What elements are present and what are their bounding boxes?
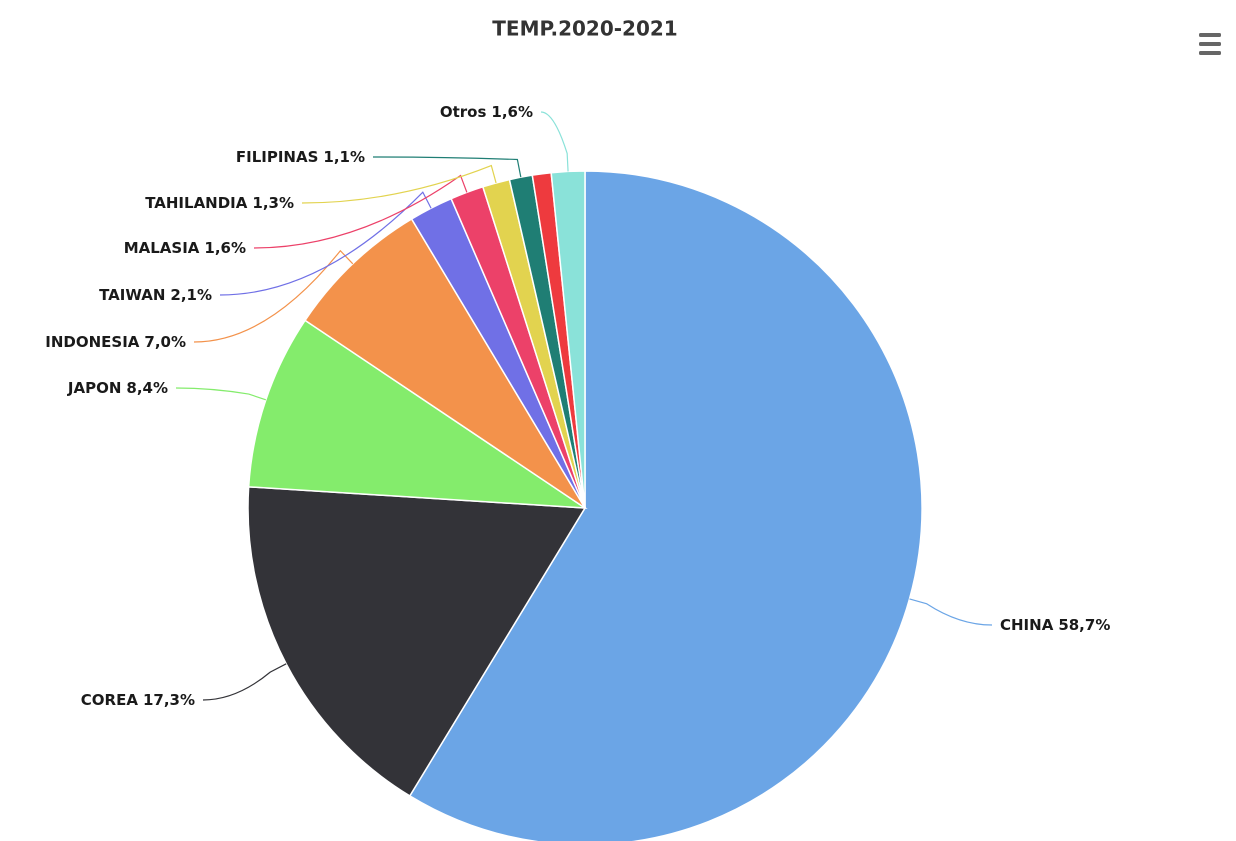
data-label: INDONESIA 7,0% (45, 333, 186, 351)
data-label: FILIPINAS 1,1% (236, 148, 365, 166)
connector (909, 598, 993, 626)
data-label: MALASIA 1,6% (124, 239, 246, 257)
pie-slice (247, 486, 587, 797)
connector (372, 156, 522, 178)
connector (202, 663, 287, 701)
category-label: JAPON (67, 379, 122, 397)
pie-slice (304, 217, 586, 509)
data-label: TAHILANDIA 1,3% (145, 194, 294, 212)
data-label: JAPON 8,4% (67, 379, 168, 397)
data-label: COREA 17,3% (81, 691, 195, 709)
category-label: TAIWAN (99, 286, 165, 304)
connector (193, 249, 354, 343)
menu-bar (1199, 33, 1221, 37)
data-label: CHINA 58,7% (1000, 616, 1110, 634)
value-label: 1,6% (204, 239, 246, 257)
value-label: 1,1% (323, 148, 365, 166)
category-label: TAHILANDIA (145, 194, 248, 212)
category-label: MALASIA (124, 239, 200, 257)
category-label: CHINA (1000, 616, 1054, 634)
connector (301, 164, 497, 204)
connector (540, 111, 569, 172)
value-label: 1,6% (491, 103, 533, 121)
menu-bar (1199, 51, 1221, 55)
data-label: Otros 1,6% (440, 103, 533, 121)
data-label: TAIWAN 2,1% (99, 286, 212, 304)
value-label: 2,1% (170, 286, 212, 304)
chart-title: TEMP.2020-2021 (492, 17, 677, 41)
category-label: Otros (440, 103, 487, 121)
value-label: 58,7% (1058, 616, 1110, 634)
value-label: 17,3% (143, 691, 195, 709)
category-label: COREA (81, 691, 139, 709)
value-label: 8,4% (126, 379, 168, 397)
connector (219, 191, 432, 296)
connector (175, 387, 267, 401)
value-label: 7,0% (144, 333, 186, 351)
menu-button[interactable] (1196, 28, 1224, 62)
category-label: FILIPINAS (236, 148, 319, 166)
menu-bar (1199, 42, 1221, 46)
value-label: 1,3% (252, 194, 294, 212)
pie-slice (550, 170, 586, 509)
category-label: INDONESIA (45, 333, 140, 351)
connector (253, 174, 468, 249)
